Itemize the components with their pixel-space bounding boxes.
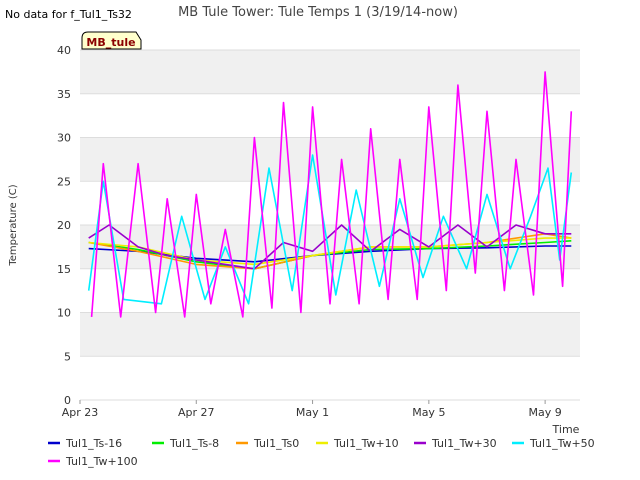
site-badge: MB_tule [81,31,142,50]
grid-band [80,312,580,357]
y-tick-label: 15 [57,263,71,276]
grid-band [80,356,580,400]
y-tick-label: 20 [57,219,71,232]
y-tick-label: 0 [64,394,71,407]
y-tick-label: 35 [57,88,71,101]
y-axis-ticks: 0 5 10 15 20 25 30 35 40 [57,44,71,407]
legend: Tul1_Ts-16 Tul1_Ts-8 Tul1_Ts0 Tul1_Tw+10 Tul… [48,437,595,468]
legend-label: Tul1_Tw+10 [333,437,399,450]
grid-band [80,93,580,138]
grid-band [80,50,580,94]
x-tick-label: May 1 [296,406,329,419]
series-line [88,237,572,266]
legend-label: Tul1_Ts-16 [65,437,122,450]
x-tick-label: Apr 27 [178,406,215,419]
y-axis-label: Temperature (C) [8,184,19,266]
y-tick-label: 5 [64,350,71,363]
legend-label: Tul1_Ts-8 [169,437,219,450]
grid-band [80,268,580,313]
site-badge-box [81,31,142,50]
x-tick-label: May 5 [412,406,445,419]
y-tick-label: 25 [57,175,71,188]
legend-label: Tul1_Tw+50 [529,437,595,450]
y-tick-label: 40 [57,44,71,57]
x-tick-label: May 9 [528,406,561,419]
grid-bands [80,49,580,401]
series-line [90,71,573,318]
plot-area [87,71,573,318]
x-axis-label: Time [552,423,580,436]
grid-band [80,181,580,225]
series-line [87,154,573,305]
x-tick-label: Apr 23 [62,406,99,419]
grid-band [80,137,580,182]
x-axis-ticks: Apr 23 Apr 27 May 1 May 5 May 9 [62,400,562,419]
y-tick-label: 30 [57,132,71,145]
legend-label: Tul1_Tw+30 [431,437,497,450]
site-badge-label: MB_tule [86,36,135,49]
y-tick-label: 10 [57,307,71,320]
legend-label: Tul1_Tw+100 [65,455,138,468]
legend-label: Tul1_Ts0 [253,437,299,450]
no-data-note: No data for f_Tul1_Ts32 [5,8,132,21]
chart-title: MB Tule Tower: Tule Temps 1 (3/19/14-now… [178,5,458,20]
